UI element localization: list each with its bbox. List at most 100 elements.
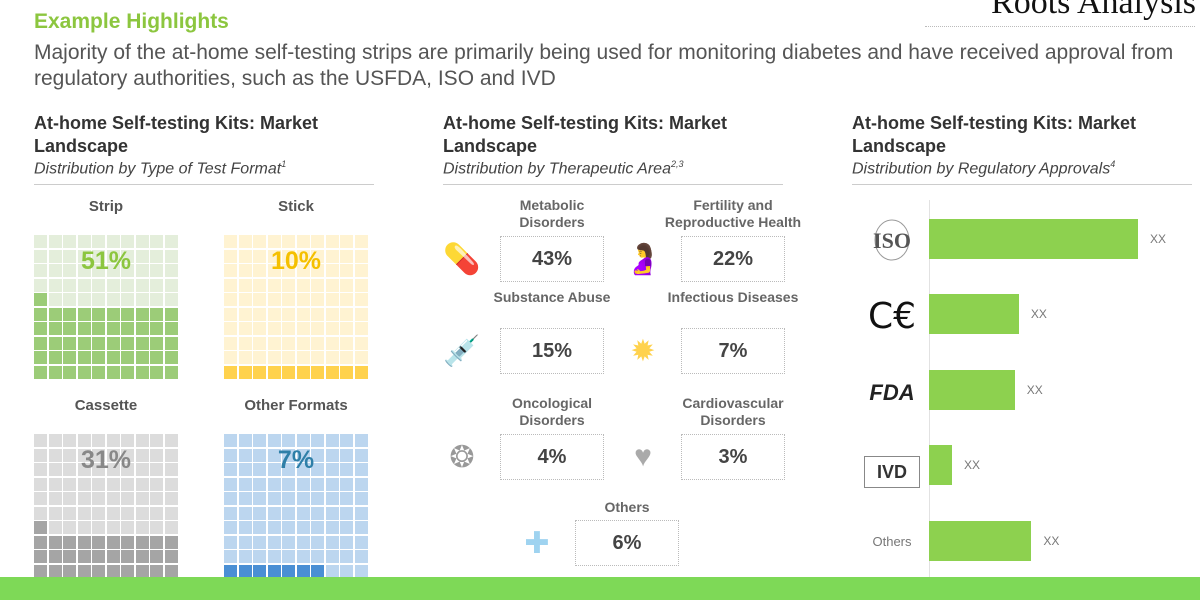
waffle-cell: [150, 249, 164, 263]
waffle-cell: [63, 463, 77, 477]
waffle-cell: [282, 365, 296, 379]
waffle-cell: [340, 564, 354, 578]
waffle-cell: [164, 264, 178, 278]
waffle-cell: [267, 477, 281, 491]
area-label: Oncological Disorders: [511, 395, 593, 428]
waffle-cell: [354, 550, 368, 564]
waffle-cell: [296, 506, 310, 520]
waffle-cell: [121, 564, 135, 578]
logo-underline: [925, 26, 1195, 27]
waffle-cell: [92, 535, 106, 549]
waffle-cell: [340, 506, 354, 520]
waffle-cell: [267, 307, 281, 321]
waffle-cell: [63, 564, 77, 578]
waffle-cell: [267, 235, 281, 249]
waffle-cell: [92, 293, 106, 307]
waffle-cell: [224, 235, 238, 249]
waffle-cell: [48, 434, 62, 448]
waffle-cell: [150, 463, 164, 477]
waffle-cell: [121, 448, 135, 462]
waffle-cell: [135, 322, 149, 336]
section-subtitle: Distribution by Regulatory Approvals4: [852, 159, 1192, 186]
waffle-cell: [311, 448, 325, 462]
waffle-cell: [311, 365, 325, 379]
waffle-cell: [296, 448, 310, 462]
heart-icon: ♥: [634, 440, 652, 473]
bar-iso: [929, 219, 1138, 259]
waffle-cell: [106, 448, 120, 462]
waffle-cell: [48, 564, 62, 578]
waffle-cell: [340, 365, 354, 379]
waffle-cell: [77, 365, 91, 379]
waffle-cell: [164, 307, 178, 321]
waffle-cell: [92, 492, 106, 506]
waffle-cell: [282, 506, 296, 520]
waffle-cell: [164, 235, 178, 249]
waffle-cell: [34, 293, 48, 307]
waffle-cell: [224, 336, 238, 350]
area-label: Substance Abuse: [493, 289, 611, 305]
waffle-cell: [106, 278, 120, 292]
waffle-cell: [224, 535, 238, 549]
waffle-cell: [340, 322, 354, 336]
waffle-cell: [135, 365, 149, 379]
waffle-cell: [282, 448, 296, 462]
waffle-cell: [282, 293, 296, 307]
waffle-cell: [253, 492, 267, 506]
waffle-chart: 31%: [34, 434, 178, 578]
waffle-cell: [48, 278, 62, 292]
waffle-cell: [224, 322, 238, 336]
waffle-cell: [253, 448, 267, 462]
area-percent-box: 7%: [681, 328, 785, 374]
waffle-cell: [296, 293, 310, 307]
waffle-cell: [106, 521, 120, 535]
waffle-cell: [150, 506, 164, 520]
section-test-format: At-home Self-testing Kits: Market Landsc…: [34, 112, 374, 186]
waffle-cell: [77, 235, 91, 249]
waffle-cell: [340, 336, 354, 350]
waffle-cell: [253, 264, 267, 278]
area-label: Others: [604, 499, 650, 515]
waffle-cell: [106, 434, 120, 448]
waffle-cell: [325, 351, 339, 365]
waffle-cell: [325, 293, 339, 307]
waffle-cell: [150, 550, 164, 564]
waffle-cell: [135, 293, 149, 307]
waffle-cell: [238, 550, 252, 564]
waffle-cell: [238, 278, 252, 292]
waffle-cell: [282, 278, 296, 292]
waffle-cell: [224, 448, 238, 462]
waffle-cell: [311, 249, 325, 263]
waffle-cell: [48, 521, 62, 535]
waffle-cell: [92, 322, 106, 336]
waffle-cell: [63, 351, 77, 365]
waffle-cell: [63, 336, 77, 350]
waffle-cell: [48, 307, 62, 321]
area-percent-box: 22%: [681, 236, 785, 282]
waffle-cell: [92, 463, 106, 477]
waffle-cell: [48, 506, 62, 520]
waffle-cell: [311, 235, 325, 249]
format-title: Strip: [88, 198, 124, 215]
waffle-cell: [34, 564, 48, 578]
waffle-cell: [34, 351, 48, 365]
waffle-cell: [311, 322, 325, 336]
waffle-cell: [34, 322, 48, 336]
waffle-cell: [325, 365, 339, 379]
waffle-chart: 51%: [34, 235, 178, 379]
waffle-cell: [325, 249, 339, 263]
waffle-cell: [267, 434, 281, 448]
waffle-cell: [106, 365, 120, 379]
bar-value-label: XX: [1030, 307, 1047, 321]
waffle-cell: [253, 293, 267, 307]
waffle-cell: [282, 463, 296, 477]
waffle-cell: [34, 307, 48, 321]
waffle-cell: [354, 477, 368, 491]
waffle-cell: [77, 448, 91, 462]
medical-cross-icon: ✚: [524, 526, 550, 560]
waffle-cell: [238, 434, 252, 448]
waffle-cell: [267, 463, 281, 477]
waffle-cell: [63, 521, 77, 535]
bar-value-label: XX: [963, 458, 980, 472]
waffle-cell: [253, 506, 267, 520]
